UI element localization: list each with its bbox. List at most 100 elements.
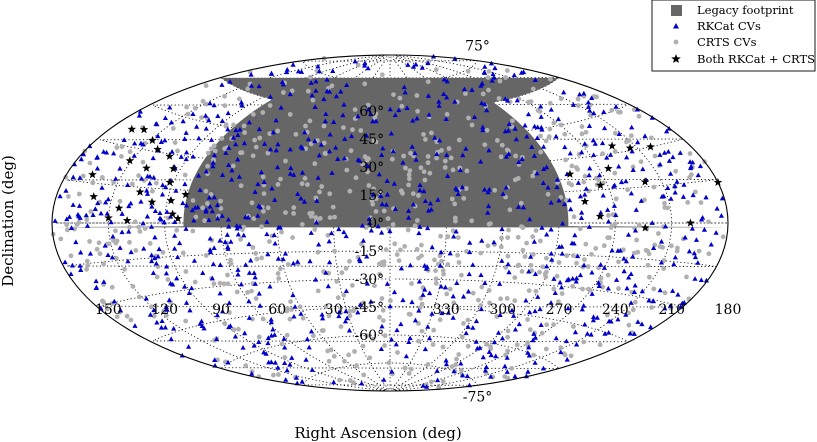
crts-cv-point	[289, 88, 295, 94]
crts-cv-point	[225, 272, 230, 278]
rkcat-cv-point	[113, 176, 119, 181]
rkcat-cv-point	[306, 344, 312, 350]
rkcat-cv-point	[211, 194, 217, 200]
rkcat-cv-point	[665, 185, 671, 190]
crts-cv-point	[505, 235, 511, 241]
crts-cv-point	[271, 372, 276, 378]
rkcat-cv-point	[268, 359, 274, 365]
crts-cv-point	[569, 163, 575, 169]
rkcat-cv-point	[538, 322, 544, 327]
rkcat-cv-point	[667, 303, 674, 308]
crts-cv-point	[238, 237, 244, 242]
rkcat-cv-point	[226, 145, 232, 150]
crts-cv-point	[256, 334, 262, 340]
rkcat-cv-point	[190, 153, 196, 159]
rkcat-cv-point	[63, 188, 69, 193]
both-cv-point	[104, 213, 113, 222]
rkcat-cv-point	[499, 335, 506, 341]
crts-cv-point	[377, 271, 382, 277]
crts-cv-point	[418, 295, 424, 301]
rkcat-cv-point	[534, 170, 540, 176]
crts-cv-point	[174, 227, 180, 233]
rkcat-cv-point	[605, 207, 611, 212]
sky-boundary	[51, 54, 729, 392]
crts-cv-point	[537, 269, 542, 275]
rkcat-cv-point	[661, 150, 668, 155]
rkcat-cv-point	[163, 184, 169, 190]
crts-cv-point	[307, 211, 313, 216]
rkcat-cv-point	[390, 148, 396, 154]
rkcat-cv-point	[223, 150, 229, 155]
dec-tick-label: -75°	[463, 389, 493, 405]
rkcat-cv-point	[693, 237, 700, 242]
crts-cv-point	[128, 317, 134, 323]
rkcat-cv-point	[549, 257, 555, 262]
crts-cv-point	[252, 137, 257, 143]
crts-cv-point	[360, 343, 366, 349]
crts-cv-point	[212, 148, 218, 154]
dec-tick-label: 75°	[465, 39, 490, 55]
rkcat-cv-point	[84, 223, 91, 228]
rkcat-cv-point	[674, 179, 680, 184]
rkcat-cv-point	[482, 64, 488, 69]
crts-cv-point	[459, 272, 464, 278]
rkcat-cv-point	[695, 172, 701, 178]
rkcat-cv-point	[591, 152, 597, 158]
rkcat-cv-point	[239, 102, 245, 108]
rkcat-cv-point	[256, 290, 262, 296]
rkcat-cv-point	[364, 253, 370, 259]
rkcat-cv-point	[183, 300, 190, 305]
rkcat-cv-point	[132, 140, 138, 146]
crts-cv-point	[484, 127, 490, 133]
crts-cv-point	[352, 107, 358, 112]
both-cv-point	[686, 218, 695, 227]
both-cv-point	[625, 143, 635, 152]
rkcat-cv-point	[363, 133, 370, 138]
rkcat-cv-point	[714, 205, 720, 211]
crts-cv-point	[538, 238, 543, 244]
rkcat-cv-point	[168, 119, 175, 125]
rkcat-cv-point	[491, 339, 498, 345]
rkcat-cv-point	[270, 129, 276, 135]
crts-cv-point	[253, 296, 259, 301]
rkcat-cv-point	[445, 173, 451, 178]
rkcat-cv-point	[343, 308, 349, 314]
rkcat-cv-point	[154, 121, 160, 127]
rkcat-cv-point	[601, 265, 608, 270]
rkcat-cv-point	[485, 189, 491, 195]
rkcat-cv-point	[243, 262, 249, 267]
crts-cv-point	[223, 123, 229, 129]
rkcat-cv-point	[516, 321, 522, 327]
rkcat-cv-point	[425, 60, 431, 66]
crts-cv-point	[205, 201, 210, 206]
rkcat-cv-point	[275, 365, 281, 370]
rkcat-cv-point	[555, 116, 561, 122]
rkcat-cv-point	[246, 241, 252, 247]
rkcat-cv-point	[323, 111, 329, 116]
crts-cv-point	[261, 208, 266, 214]
rkcat-cv-point	[442, 284, 449, 290]
crts-cv-point	[312, 227, 318, 232]
crts-cv-point	[97, 251, 103, 257]
crts-cv-point	[494, 314, 500, 319]
crts-cv-point	[685, 200, 691, 205]
rkcat-cv-point	[623, 312, 629, 317]
rkcat-cv-point	[512, 373, 518, 379]
crts-cv-point	[288, 299, 293, 304]
crts-cv-point	[649, 305, 654, 310]
crts-cv-point	[581, 179, 587, 185]
rkcat-cv-point	[688, 163, 694, 169]
crts-cv-point	[378, 190, 384, 196]
crts-cv-point	[535, 108, 541, 113]
both-cv-point	[168, 209, 177, 218]
rkcat-cv-point	[144, 173, 151, 179]
rkcat-cv-point	[149, 252, 155, 258]
rkcat-cv-point	[506, 121, 512, 127]
rkcat-cv-point	[207, 247, 213, 252]
rkcat-cv-point	[392, 206, 399, 211]
rkcat-cv-point	[489, 77, 495, 83]
crts-cv-point	[203, 83, 209, 88]
crts-cv-point	[589, 251, 594, 257]
crts-cv-point	[409, 281, 414, 286]
rkcat-cv-point	[264, 231, 270, 237]
